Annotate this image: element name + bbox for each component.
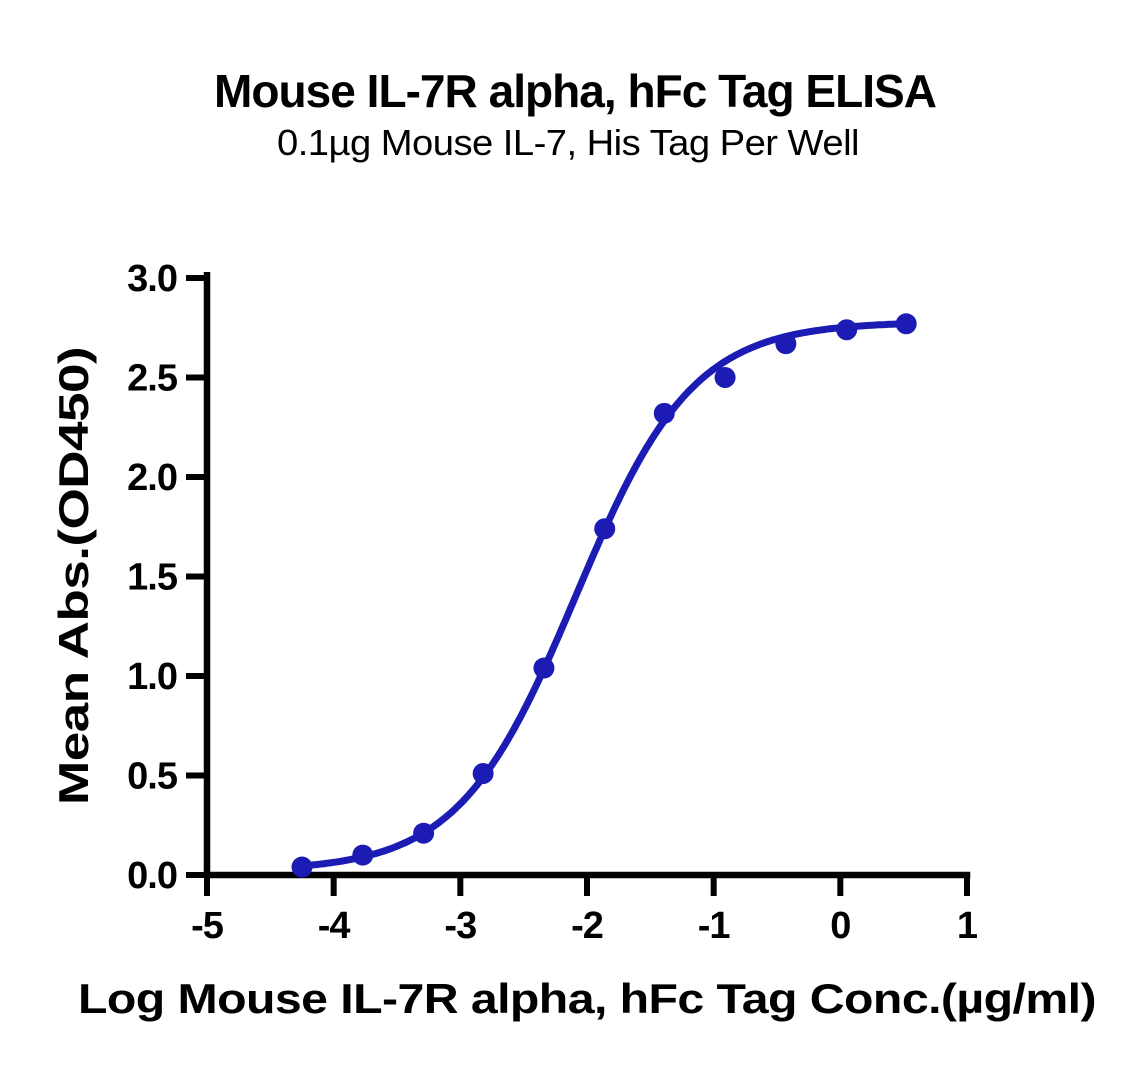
- y-tick-label: 1.5: [127, 557, 178, 599]
- fit-curve: [298, 320, 909, 870]
- x-tick-label: 0: [830, 905, 850, 947]
- data-point: [653, 402, 675, 424]
- x-tick-label: -2: [571, 905, 603, 947]
- x-tick-label: -3: [444, 905, 476, 947]
- y-tick-label: 2.0: [127, 457, 177, 499]
- x-tick-label: -1: [698, 905, 731, 947]
- x-tick-label: -4: [318, 905, 351, 947]
- x-axis-label: Log Mouse IL-7R alpha, hFc Tag Conc.(µg/…: [78, 975, 1096, 1022]
- data-point: [594, 518, 616, 540]
- y-tick-label: 0.5: [127, 756, 178, 798]
- chart-title: Mouse IL-7R alpha, hFc Tag ELISA: [214, 65, 936, 117]
- data-point: [413, 822, 435, 844]
- data-point: [533, 657, 555, 679]
- data-point: [291, 856, 313, 878]
- data-point: [836, 319, 858, 341]
- data-point: [775, 333, 797, 355]
- y-tick-label: 3.0: [127, 258, 177, 300]
- x-tick-label: 1: [957, 905, 978, 947]
- y-axis-label: Mean Abs.(OD450): [50, 347, 97, 805]
- data-point: [714, 367, 736, 388]
- x-tick-label: -5: [191, 905, 224, 947]
- y-tick-label: 2.5: [127, 358, 178, 400]
- axes-group: -5 -4 -3 -2 -1 0 1 0.0 0.5 1.0 1.5 2.0 2.5 3.0: [127, 258, 979, 947]
- y-tick-label: 1.0: [127, 656, 177, 698]
- data-point: [472, 763, 494, 785]
- data-series-group: [291, 313, 917, 878]
- y-tick-label: 0.0: [127, 855, 177, 897]
- data-point: [352, 844, 374, 866]
- chart-subtitle: 0.1µg Mouse IL-7, His Tag Per Well: [277, 122, 859, 163]
- data-point: [895, 313, 917, 335]
